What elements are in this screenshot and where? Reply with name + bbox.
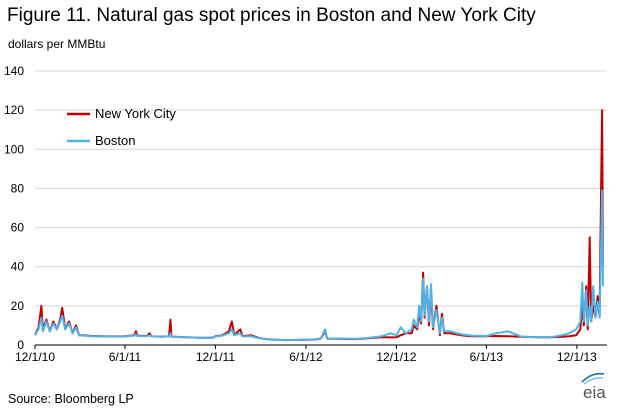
eia-logo-text: eia	[583, 383, 606, 402]
y-tick-label: 0	[17, 338, 24, 352]
y-axis-units-label: dollars per MMBtu	[8, 37, 106, 51]
chart-title: Figure 11. Natural gas spot prices in Bo…	[7, 5, 536, 26]
x-tick-label: 12/1/11	[196, 350, 235, 364]
y-tick-label: 100	[4, 142, 24, 156]
y-tick-label: 40	[11, 260, 25, 274]
source-note: Source: Bloomberg LP	[8, 392, 134, 406]
y-axis-ticks: 0 20 40 60 80 100 120 140	[4, 64, 24, 352]
legend: New York City Boston	[67, 106, 176, 148]
y-tick-label: 80	[11, 181, 25, 195]
series-line-boston	[34, 189, 604, 342]
x-tick-label: 6/1/13	[470, 350, 504, 364]
y-tick-label: 60	[11, 221, 25, 235]
x-axis-ticks: 12/1/10 6/1/11 12/1/11 6/1/12 12/1/12 6/1/13 1…	[15, 345, 597, 364]
legend-label: New York City	[95, 106, 176, 121]
legend-label: Boston	[95, 133, 135, 148]
y-tick-label: 120	[4, 103, 24, 117]
y-tick-label: 140	[4, 64, 24, 78]
x-tick-label: 12/1/12	[376, 350, 416, 364]
x-tick-label: 12/1/13	[557, 350, 597, 364]
line-chart: 0 20 40 60 80 100 120 140 12/1/10 6/1/11 12/1/11 6…	[4, 64, 607, 364]
eia-logo-icon: eia	[581, 372, 606, 402]
series-lines	[34, 109, 604, 342]
x-tick-label: 12/1/10	[15, 350, 55, 364]
y-tick-label: 20	[11, 299, 25, 313]
x-tick-label: 6/1/12	[289, 350, 323, 364]
gridlines	[35, 70, 607, 346]
x-tick-label: 6/1/11	[109, 350, 142, 364]
